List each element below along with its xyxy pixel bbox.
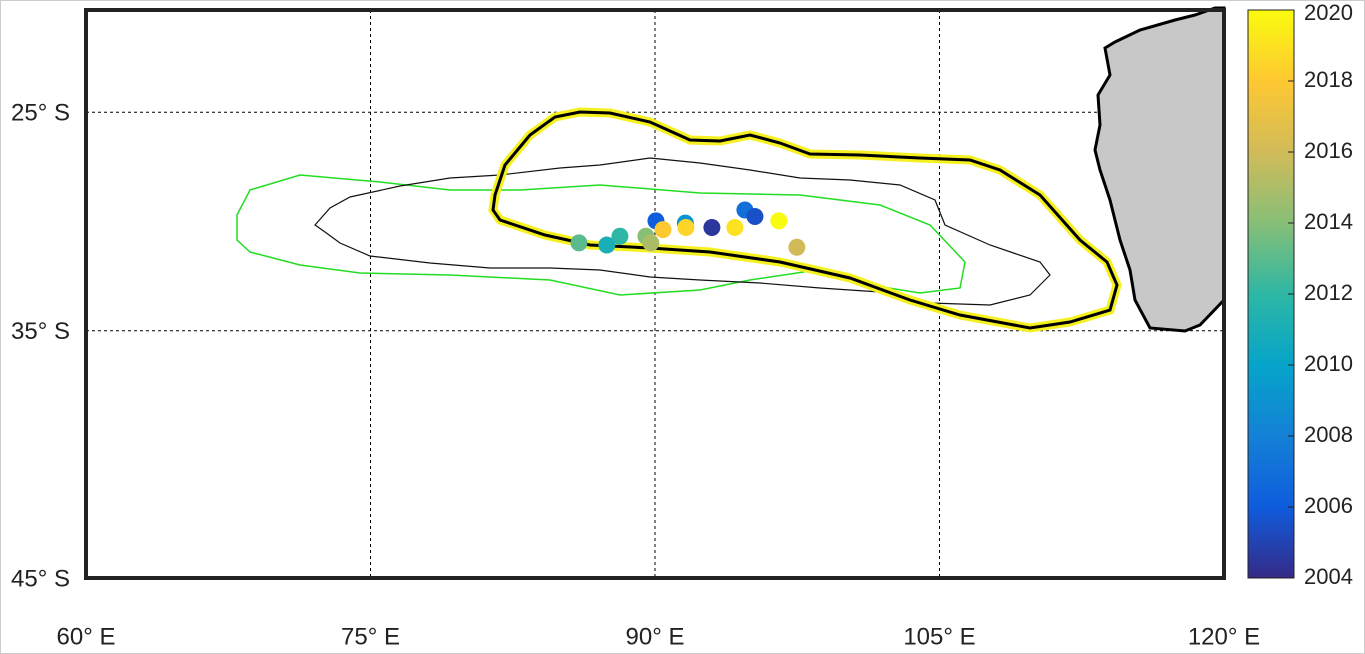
colorbar-bar: [1247, 9, 1295, 579]
x-tick-label: 60° E: [57, 623, 116, 650]
y-tick-label: 35° S: [11, 318, 70, 345]
point: [770, 212, 788, 230]
point: [654, 221, 672, 239]
x-tick-label: 120° E: [1188, 623, 1260, 650]
colorbar-tick-label: 2004: [1304, 564, 1353, 589]
points: [570, 201, 806, 256]
point: [703, 218, 721, 236]
point: [726, 218, 744, 236]
region-outline-halo: [488, 107, 1122, 333]
colorbar-tick-label: 2006: [1304, 493, 1353, 518]
y-tick-label: 45° S: [11, 565, 70, 592]
colorbar: 2004 2006 2008 2010 2012 2014 2016 2018 2020: [1247, 0, 1353, 589]
colorbar-tick-label: 2012: [1304, 280, 1353, 305]
y-tick-label: 25° S: [11, 100, 70, 127]
black-contour: [314, 157, 1051, 306]
colorbar-tick-label: 2008: [1304, 422, 1353, 447]
colorbar-tick-label: 2020: [1304, 0, 1353, 25]
x-tick-label: 105° E: [903, 623, 975, 650]
region-outline: [491, 110, 1119, 330]
point: [570, 234, 588, 252]
point: [598, 236, 616, 254]
green-contour: [236, 174, 966, 296]
colorbar-tick-label: 2014: [1304, 209, 1353, 234]
point: [677, 218, 695, 236]
grid: [86, 10, 1224, 578]
colorbar-tick-label: 2016: [1304, 138, 1353, 163]
point: [788, 238, 806, 256]
map-frame: [84, 8, 1226, 580]
point: [642, 234, 660, 252]
x-tick-label: 75° E: [341, 623, 400, 650]
land: [1093, 6, 1226, 333]
x-tick-label: 90° E: [626, 623, 685, 650]
colorbar-tick-label: 2018: [1304, 67, 1353, 92]
point: [746, 208, 764, 226]
colorbar-tick-label: 2010: [1304, 351, 1353, 376]
point: [611, 227, 629, 245]
